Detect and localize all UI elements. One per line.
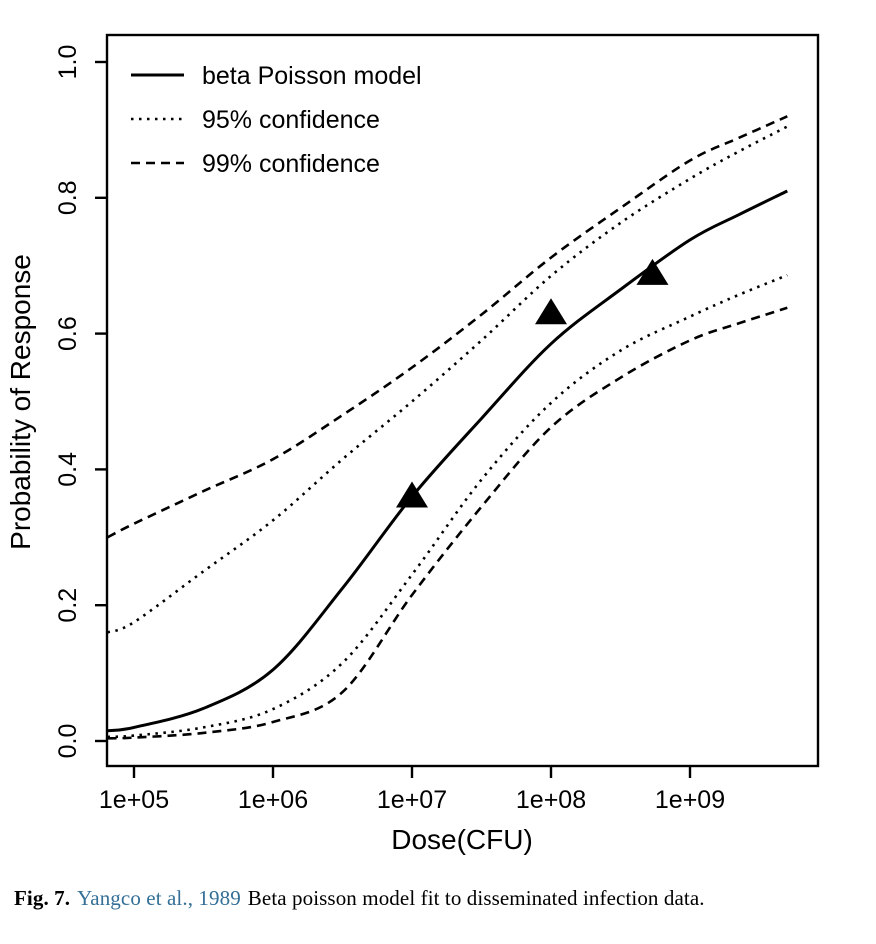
y-tick-label: 0.8 — [54, 180, 82, 215]
legend: beta Poisson model 95% confidence 99% conf… — [131, 62, 422, 178]
curve-95-confidence-lower — [107, 273, 788, 739]
data-point-marker — [636, 258, 669, 285]
data-points-group — [396, 258, 669, 508]
data-point-marker — [535, 298, 567, 325]
dose-response-chart: 1e+05 1e+06 1e+07 1e+08 1e+09 0.0 0.2 0.4 0.6 0.8… — [5, 33, 820, 855]
caption-figure-number: Fig. 7. — [14, 886, 71, 910]
figure-caption: Fig. 7. Yangco et al., 1989 Beta poisson m… — [0, 886, 876, 911]
curve-99-confidence-lower — [107, 306, 788, 740]
citation-link[interactable]: Yangco et al., 1989 — [77, 886, 241, 910]
x-tick-label: 1e+06 — [238, 786, 308, 814]
axis-ticks: 1e+05 1e+06 1e+07 1e+08 1e+09 0.0 0.2 0.4 0.6 0.8… — [54, 45, 725, 814]
x-tick-label: 1e+07 — [377, 786, 447, 814]
plot-box — [105, 33, 820, 768]
legend-label: 95% confidence — [202, 106, 380, 134]
x-tick-label: 1e+08 — [516, 786, 586, 814]
x-axis-title: Dose(CFU) — [391, 824, 533, 855]
legend-label: beta Poisson model — [202, 62, 422, 90]
y-tick-label: 1.0 — [54, 45, 82, 80]
y-tick-label: 0.0 — [54, 724, 82, 759]
legend-label: 99% confidence — [202, 150, 380, 178]
curve-99-confidence-upper — [107, 115, 788, 539]
curve-beta-poisson-model — [107, 189, 788, 733]
y-tick-label: 0.2 — [54, 588, 82, 623]
curves-group — [107, 115, 788, 740]
y-tick-label: 0.6 — [54, 316, 82, 351]
curve-95-confidence-upper — [107, 125, 788, 634]
x-tick-label: 1e+09 — [655, 786, 725, 814]
x-tick-label: 1e+05 — [99, 786, 169, 814]
data-point-marker — [396, 481, 428, 508]
y-tick-label: 0.4 — [54, 452, 82, 487]
y-axis-title: Probability of Response — [5, 254, 36, 550]
caption-text: Beta poisson model fit to disseminated i… — [247, 886, 705, 910]
